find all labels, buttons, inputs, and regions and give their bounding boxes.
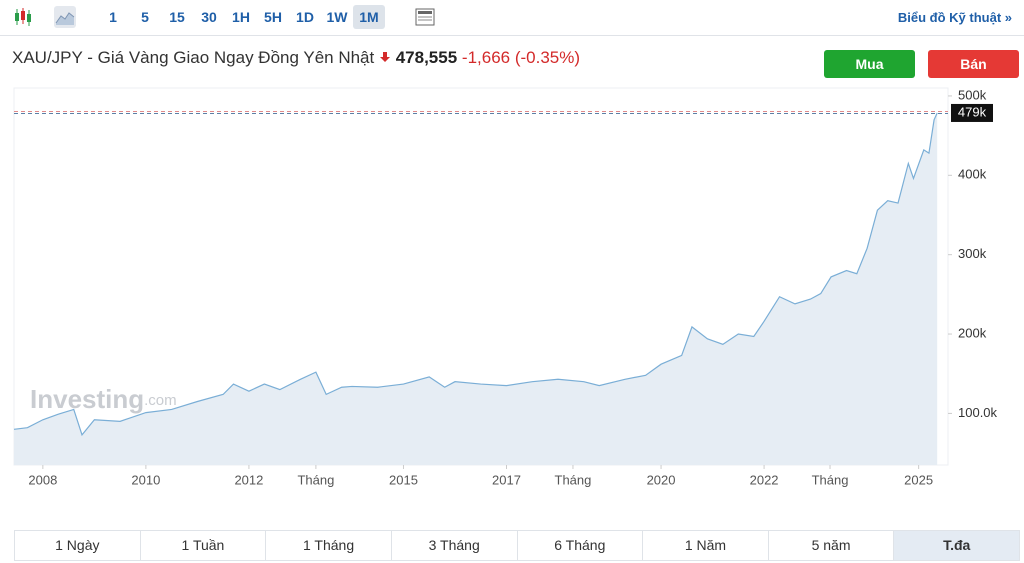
candle-icon[interactable] — [12, 6, 34, 28]
x-tick-label: 2015 — [389, 472, 418, 487]
change-percent: (-0.35%) — [514, 48, 581, 67]
interval-button[interactable]: 5 — [141, 9, 149, 25]
x-tick-label: Tháng — [812, 472, 849, 487]
y-tick-label: 100.0k — [958, 405, 998, 420]
x-tick-label: 2025 — [904, 472, 933, 487]
range-button[interactable]: 3 Tháng — [392, 531, 518, 560]
y-tick-label: 400k — [958, 167, 987, 182]
range-button[interactable]: 1 Tuần — [141, 531, 267, 560]
interval-button[interactable]: 1 — [109, 9, 117, 25]
technical-chart-link[interactable]: Biểu đồ Kỹ thuật » — [897, 10, 1012, 25]
range-button[interactable]: 1 Tháng — [266, 531, 392, 560]
range-button[interactable]: 1 Ngày — [15, 531, 141, 560]
x-tick-label: 2017 — [492, 472, 521, 487]
watermark-text: Investing — [30, 384, 144, 414]
buy-button[interactable]: Mua — [824, 50, 915, 78]
watermark: Investing.com — [30, 384, 177, 414]
x-tick-label: Tháng — [297, 472, 334, 487]
y-tick-label: 200k — [958, 325, 987, 340]
interval-button[interactable]: 1D — [296, 9, 314, 25]
x-tick-label: 2012 — [234, 472, 263, 487]
current-price-box — [951, 103, 993, 122]
layout-icon[interactable] — [414, 6, 436, 28]
toolbar: 1 5 15 30 1H 5H 1D 1W 1M Biểu đồ Kỹ thuật » — [0, 0, 1024, 36]
interval-group: 1 5 15 30 1H 5H 1D 1W 1M — [97, 5, 385, 29]
instrument-title: XAU/JPY - Giá Vàng Giao Ngay Đồng Yên Nh… — [12, 48, 375, 67]
down-arrow — [379, 52, 390, 62]
interval-button[interactable]: 1W — [326, 9, 348, 25]
area-icon[interactable] — [54, 6, 76, 28]
x-tick-label: 2020 — [647, 472, 676, 487]
instrument-header: XAU/JPY - Giá Vàng Giao Ngay Đồng Yên Nh… — [12, 48, 580, 68]
range-selector: 1 Ngày 1 Tuần 1 Tháng 3 Tháng 6 Tháng 1 Năm 5 … — [14, 530, 1020, 561]
interval-button[interactable]: 30 — [201, 9, 217, 25]
interval-button[interactable]: 1H — [232, 9, 250, 25]
x-tick-label: 2008 — [28, 472, 57, 487]
range-button[interactable]: T.đa — [894, 531, 1019, 560]
price-line — [13, 112, 938, 437]
chart: Investing.com 500k 400k 300k 200k 100.0k 2008 2… — [13, 87, 998, 487]
y-tick-label: 500k — [958, 87, 987, 102]
range-button[interactable]: 5 năm — [769, 531, 895, 560]
sell-button[interactable]: Bán — [928, 50, 1019, 78]
interval-button[interactable]: 15 — [169, 9, 185, 25]
x-tick-label: 2022 — [750, 472, 779, 487]
watermark-suffix: .com — [144, 392, 177, 409]
x-tick-label: 2010 — [131, 472, 160, 487]
range-button[interactable]: 6 Tháng — [518, 531, 644, 560]
current-price-label: 479k — [958, 104, 987, 119]
interval-button[interactable]: 1M — [353, 5, 385, 29]
range-button[interactable]: 1 Năm — [643, 531, 769, 560]
interval-button[interactable]: 5H — [264, 9, 282, 25]
x-tick-label: Tháng — [555, 472, 592, 487]
change: -1,666 — [461, 48, 511, 67]
area-fill — [14, 112, 938, 465]
price: 478,555 — [395, 48, 458, 67]
y-tick-label: 300k — [958, 246, 987, 261]
